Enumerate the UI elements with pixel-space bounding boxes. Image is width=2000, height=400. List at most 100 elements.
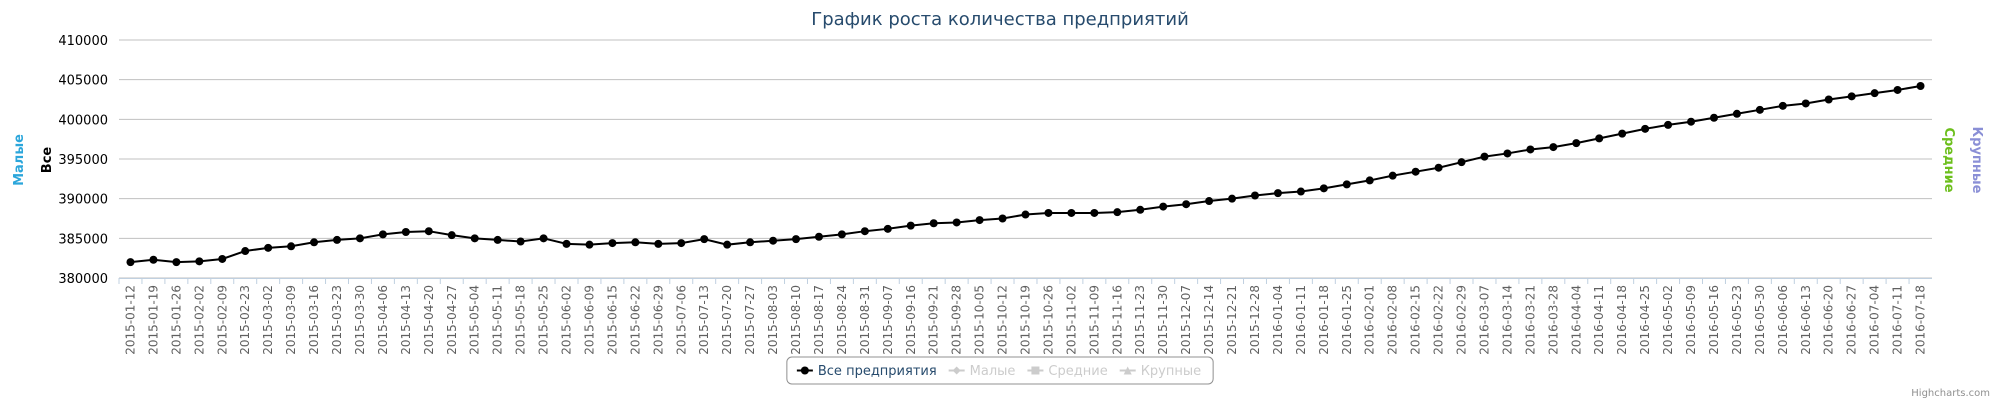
data-point bbox=[1319, 184, 1328, 193]
x-tick-label: 2015-05-18 bbox=[514, 285, 528, 355]
x-tick-label: 2015-12-21 bbox=[1225, 285, 1239, 355]
x-tick-label: 2015-06-22 bbox=[628, 285, 642, 355]
data-point bbox=[1457, 158, 1466, 167]
data-point bbox=[1641, 124, 1650, 133]
x-tick-label: 2015-11-30 bbox=[1156, 285, 1170, 355]
x-tick-label: 2016-03-21 bbox=[1523, 285, 1537, 355]
x-tick-label: 2015-03-23 bbox=[330, 285, 344, 355]
x-tick-label: 2015-03-09 bbox=[284, 285, 298, 355]
x-tick-label: 2015-11-16 bbox=[1110, 285, 1124, 355]
data-point bbox=[700, 235, 709, 244]
data-point bbox=[172, 258, 181, 267]
legend-label[interactable]: Все предприятия bbox=[818, 364, 937, 379]
data-point bbox=[1480, 152, 1489, 161]
y-tick-label: 390000 bbox=[58, 193, 108, 208]
x-tick-label: 2015-12-14 bbox=[1202, 285, 1216, 355]
legend-label[interactable]: Крупные bbox=[1141, 364, 1201, 379]
x-tick-label: 2016-05-23 bbox=[1730, 285, 1744, 355]
legend-item[interactable]: Малые bbox=[948, 364, 1016, 379]
x-tick-label: 2015-12-07 bbox=[1179, 285, 1193, 355]
y-tick-label: 400000 bbox=[58, 113, 108, 128]
x-tick-label: 2015-05-04 bbox=[468, 285, 482, 355]
data-point bbox=[195, 257, 204, 266]
credits[interactable]: Highcharts.com bbox=[1911, 388, 1990, 399]
x-tick-label: 2016-05-30 bbox=[1753, 285, 1767, 355]
x-tick-label: 2015-07-27 bbox=[743, 285, 757, 355]
x-tick-label: 2016-02-08 bbox=[1386, 285, 1400, 355]
x-tick-label: 2016-01-04 bbox=[1271, 285, 1285, 355]
x-tick-label: 2016-05-02 bbox=[1661, 285, 1675, 355]
data-point bbox=[1388, 171, 1397, 180]
data-point bbox=[998, 214, 1007, 223]
data-point bbox=[677, 239, 686, 248]
data-point bbox=[654, 239, 663, 248]
legend-marker[interactable] bbox=[952, 366, 961, 375]
legend-item[interactable]: Средние bbox=[1027, 364, 1108, 379]
data-point bbox=[1870, 89, 1879, 98]
data-point bbox=[424, 227, 433, 236]
x-tick-label: 2016-01-11 bbox=[1294, 285, 1308, 355]
x-tick-label: 2016-07-18 bbox=[1914, 285, 1928, 355]
data-point bbox=[1021, 210, 1030, 219]
x-tick-label: 2016-06-13 bbox=[1799, 285, 1813, 355]
data-point bbox=[1205, 197, 1214, 206]
data-point bbox=[1411, 167, 1420, 176]
y-tick-label: 410000 bbox=[58, 34, 108, 49]
legend-label[interactable]: Малые bbox=[970, 364, 1016, 379]
x-tick-label: 2016-06-06 bbox=[1776, 285, 1790, 355]
x-tick-label: 2015-08-03 bbox=[766, 285, 780, 355]
legend-item[interactable]: Крупные bbox=[1119, 364, 1201, 379]
y-tick-label: 385000 bbox=[58, 232, 108, 247]
data-point bbox=[1778, 101, 1787, 110]
x-tick-label: 2015-07-20 bbox=[720, 285, 734, 355]
x-tick-label: 2016-02-22 bbox=[1432, 285, 1446, 355]
data-point bbox=[355, 234, 364, 243]
x-tick-label: 2015-01-19 bbox=[146, 285, 160, 355]
data-point bbox=[1572, 139, 1581, 148]
data-point bbox=[585, 240, 594, 249]
data-point bbox=[1273, 189, 1282, 198]
x-tick-label: 2015-03-30 bbox=[353, 285, 367, 355]
data-point bbox=[1434, 163, 1443, 172]
x-tick-label: 2015-10-19 bbox=[1019, 285, 1033, 355]
legend-marker[interactable] bbox=[800, 366, 809, 375]
x-tick-label: 2015-04-20 bbox=[422, 285, 436, 355]
x-tick-label: 2015-02-23 bbox=[238, 285, 252, 355]
legend-marker[interactable] bbox=[1123, 366, 1132, 375]
y-tick-label: 405000 bbox=[58, 74, 108, 89]
x-tick-label: 2015-04-13 bbox=[399, 285, 413, 355]
legend-item[interactable]: Все предприятия bbox=[796, 364, 937, 379]
x-tick-label: 2015-11-09 bbox=[1087, 285, 1101, 355]
data-point bbox=[1090, 208, 1099, 217]
x-tick-label: 2015-11-02 bbox=[1064, 285, 1078, 355]
data-point bbox=[1687, 117, 1696, 126]
data-point bbox=[723, 240, 732, 249]
x-tick-label: 2015-02-09 bbox=[215, 285, 229, 355]
x-tick-label: 2015-09-21 bbox=[927, 285, 941, 355]
data-point bbox=[792, 235, 801, 244]
legend-label[interactable]: Средние bbox=[1048, 364, 1107, 379]
data-point bbox=[1801, 99, 1810, 108]
data-point bbox=[218, 254, 227, 263]
data-point bbox=[1893, 85, 1902, 94]
data-point bbox=[539, 234, 548, 243]
x-tick-label: 2015-09-16 bbox=[904, 285, 918, 355]
x-tick-label: 2015-12-28 bbox=[1248, 285, 1262, 355]
legend-marker[interactable] bbox=[1031, 366, 1040, 375]
x-tick-label: 2015-06-29 bbox=[651, 285, 665, 355]
data-point bbox=[1113, 208, 1122, 217]
data-point bbox=[562, 239, 571, 248]
data-point bbox=[516, 237, 525, 246]
y-axis-title: Малые bbox=[12, 134, 27, 186]
x-tick-label: 2016-04-11 bbox=[1592, 285, 1606, 355]
x-tick-label: 2015-10-12 bbox=[996, 285, 1010, 355]
data-point bbox=[769, 236, 778, 245]
data-point bbox=[333, 235, 342, 244]
x-tick-label: 2015-06-15 bbox=[605, 285, 619, 355]
y-axis-title: Средние bbox=[1941, 127, 1956, 192]
legend: Все предприятия Малые Средние Крупные bbox=[786, 356, 1214, 385]
data-point bbox=[1044, 208, 1053, 217]
x-tick-label: 2015-04-06 bbox=[376, 285, 390, 355]
x-tick-label: 2015-04-27 bbox=[445, 285, 459, 355]
